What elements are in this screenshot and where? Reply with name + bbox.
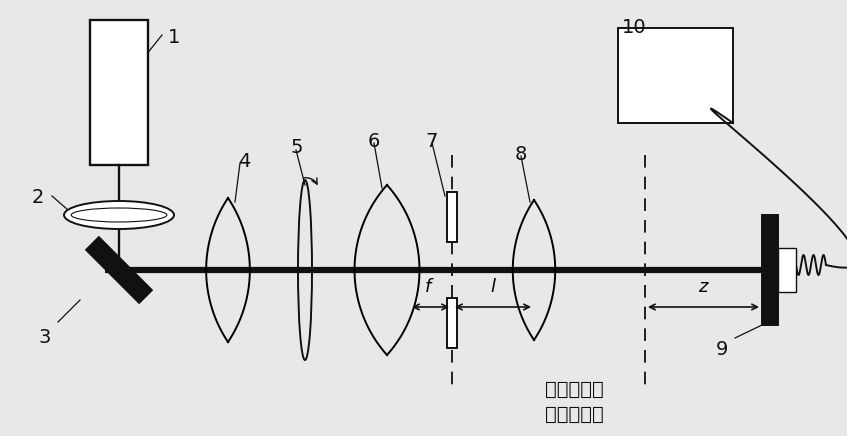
Bar <box>762 215 778 325</box>
Bar <box>90 20 148 165</box>
Text: l: l <box>490 278 495 296</box>
Text: 光束待测面: 光束待测面 <box>545 405 604 424</box>
Text: 10: 10 <box>622 18 646 37</box>
Text: 2: 2 <box>32 188 44 207</box>
Text: 8: 8 <box>515 145 528 164</box>
Text: 4: 4 <box>238 152 251 171</box>
Text: 7: 7 <box>425 132 437 151</box>
Ellipse shape <box>64 201 174 229</box>
Bar <box>447 192 457 242</box>
Text: z: z <box>698 278 708 296</box>
Bar <box>618 28 733 123</box>
Bar <box>447 298 457 348</box>
Text: 3: 3 <box>38 328 50 347</box>
Text: 高斯谢尔模: 高斯谢尔模 <box>545 380 604 399</box>
Text: 9: 9 <box>716 340 728 359</box>
Text: f: f <box>425 278 431 296</box>
Text: 5: 5 <box>290 138 302 157</box>
Text: 1: 1 <box>168 28 180 47</box>
Polygon shape <box>86 237 152 303</box>
Bar <box>778 248 796 292</box>
Text: 6: 6 <box>368 132 380 151</box>
